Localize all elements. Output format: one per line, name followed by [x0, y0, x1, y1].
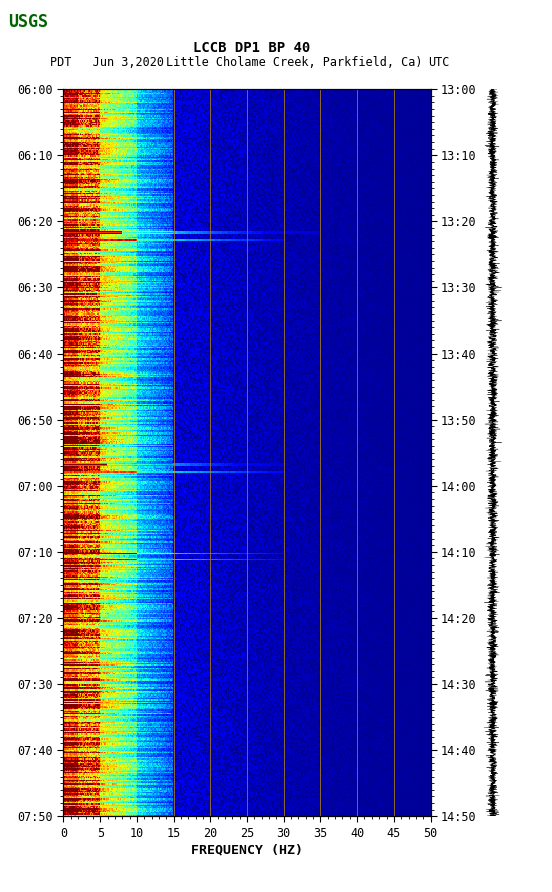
- Text: USGS: USGS: [8, 13, 48, 31]
- Text: PDT   Jun 3,2020: PDT Jun 3,2020: [50, 56, 164, 69]
- X-axis label: FREQUENCY (HZ): FREQUENCY (HZ): [191, 844, 303, 856]
- Text: UTC: UTC: [428, 56, 449, 69]
- Text: Little Cholame Creek, Parkfield, Ca): Little Cholame Creek, Parkfield, Ca): [166, 56, 422, 69]
- Text: LCCB DP1 BP 40: LCCB DP1 BP 40: [193, 41, 310, 55]
